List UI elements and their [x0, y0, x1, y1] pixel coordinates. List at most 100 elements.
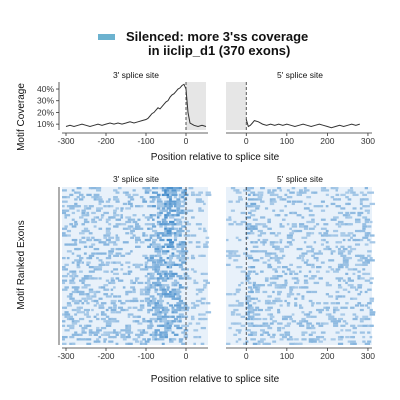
- heatmap-5ss-cell: [333, 229, 339, 233]
- heatmap-3ss-cell: [79, 216, 84, 219]
- heatmap-3ss-cell: [147, 223, 153, 226]
- heatmap-3ss-cell: [103, 241, 107, 244]
- heatmap-3ss-cell: [88, 333, 93, 336]
- heatmap-3ss-cell: [169, 340, 174, 343]
- heatmap-5ss-cell: [352, 297, 358, 300]
- heatmap-5ss-cell: [269, 202, 275, 206]
- heatmap-3ss-cell: [71, 281, 75, 285]
- heatmap-3ss-cell: [122, 227, 129, 230]
- heatmap-3ss-cell: [171, 272, 178, 276]
- heatmap-3ss-cell: [154, 320, 158, 323]
- heatmap-5ss-cell: [306, 196, 312, 199]
- heatmap-3ss-cell: [176, 275, 183, 278]
- heatmap-3ss-cell: [81, 209, 86, 212]
- heatmap-3ss-cell: [166, 214, 170, 217]
- heatmap-5ss-cell: [289, 317, 293, 321]
- heatmap-3ss-cell: [86, 342, 92, 345]
- heatmap-5ss-cell: [311, 324, 315, 327]
- heatmap-5ss-cell: [359, 290, 363, 294]
- heatmap-5ss-cell: [235, 299, 240, 303]
- heatmap-3ss-cell: [152, 223, 155, 226]
- heatmap-5ss-cell: [340, 223, 346, 226]
- heatmap-3ss-cell: [166, 250, 170, 253]
- heatmap-5ss-cell: [306, 326, 312, 330]
- heatmap-3ss-cell: [130, 218, 136, 221]
- heatmap-5ss-cell: [340, 254, 347, 257]
- heatmap-5ss-cell: [269, 243, 275, 246]
- heatmap-5ss-cell: [354, 304, 359, 307]
- heatmap-5ss-cell: [357, 211, 364, 215]
- heatmap-3ss-cell: [176, 202, 181, 206]
- heatmap-5ss-cell: [320, 308, 325, 312]
- x-axis-title-top: Position relative to splice site: [151, 152, 280, 163]
- legend-title-line-1: Silenced: more 3'ss coverage: [126, 29, 308, 44]
- heatmap-3ss-cell: [144, 223, 149, 226]
- heatmap-3ss-cell: [100, 263, 106, 266]
- heatmap-5ss-cell: [318, 340, 323, 343]
- heatmap-3ss-cell: [66, 304, 72, 307]
- heatmap-5ss-cell: [279, 250, 284, 253]
- heatmap-3ss-cell: [144, 238, 150, 242]
- heatmap-3ss-cell: [169, 295, 176, 298]
- heatmap-3ss-cell: [130, 232, 134, 235]
- heatmap-3ss-cell: [127, 225, 132, 228]
- heatmap-5ss-cell: [347, 279, 351, 282]
- heatmap-3ss-cell: [159, 205, 165, 208]
- heatmap-5ss-cell: [364, 218, 371, 221]
- heatmap-5ss-cell: [247, 187, 251, 190]
- heatmap-3ss-cell: [81, 223, 85, 226]
- heatmap-3ss-cell: [62, 189, 67, 192]
- heatmap-5ss-cell: [369, 220, 373, 224]
- heatmap-5ss-cell: [359, 207, 363, 210]
- heatmap-3ss-cell: [144, 275, 148, 278]
- heatmap-3ss-cell: [142, 232, 146, 235]
- heatmap-5ss-cell: [281, 335, 287, 339]
- heatmap-5ss-cell: [226, 254, 232, 257]
- heatmap-5ss-cell: [279, 286, 283, 289]
- heatmap-3ss-cell: [71, 272, 77, 276]
- heatmap-5ss-cell: [303, 320, 309, 323]
- heatmap-3ss-cell: [147, 216, 151, 219]
- heatmap-5ss-cell: [262, 250, 268, 253]
- heatmap-3ss-cell: [169, 277, 173, 280]
- heatmap-5ss-cell: [235, 200, 240, 203]
- heatmap-5ss-cell: [238, 338, 242, 341]
- heatmap-5ss-cell: [228, 293, 233, 296]
- heatmap-3ss-cell: [115, 223, 122, 226]
- heatmap-3ss-cell: [190, 306, 197, 309]
- heatmap-5ss-cell: [226, 218, 232, 221]
- heatmap-3ss-cell: [86, 256, 91, 260]
- heatmap-3ss-cell: [100, 333, 107, 336]
- heatmap-3ss-cell: [130, 236, 135, 239]
- heatmap-5ss-cell: [264, 308, 271, 312]
- heatmap-3ss-cell: [159, 333, 163, 336]
- heatmap-5ss-cell: [335, 331, 340, 334]
- heatmap-5ss-cell: [357, 286, 362, 289]
- heatmap-3ss-cell: [108, 306, 113, 309]
- heatmap-5ss-cell: [367, 191, 372, 194]
- heatmap-5ss-cell: [362, 340, 366, 343]
- heatmap-3ss-cell: [171, 338, 177, 341]
- heatmap-3ss-cell: [88, 238, 93, 242]
- coverage-panel-5ss: 0 100 200 300: [226, 82, 375, 146]
- heatmap-5ss-cell: [296, 193, 302, 197]
- heatmap-3ss-cell: [181, 250, 185, 253]
- heatmap-5ss-cell: [362, 263, 368, 266]
- heatmap-3ss-cell: [98, 268, 102, 271]
- heatmap-3ss-cell: [122, 191, 127, 194]
- heatmap-3ss-cell: [125, 335, 131, 339]
- heatmap-3ss-cell: [161, 250, 167, 253]
- heatmap-5ss-cell: [277, 275, 283, 278]
- heatmap-3ss-cell: [74, 223, 79, 226]
- heatmap-5ss-cell: [323, 234, 329, 237]
- heatmap-3ss-cell: [186, 256, 190, 260]
- heatmap-5ss-cell: [250, 187, 254, 190]
- heatmap-3ss-cell: [144, 266, 150, 269]
- heatmap-3ss-cell: [115, 277, 120, 280]
- heatmap-3ss-cell: [181, 315, 187, 318]
- heatmap-3ss-cell: [176, 189, 181, 192]
- heatmap-3ss-cell: [203, 317, 208, 321]
- heatmap-3ss-cell: [86, 297, 93, 300]
- heatmap-5ss-cell: [243, 252, 248, 255]
- heatmap-5ss-cell: [337, 284, 342, 287]
